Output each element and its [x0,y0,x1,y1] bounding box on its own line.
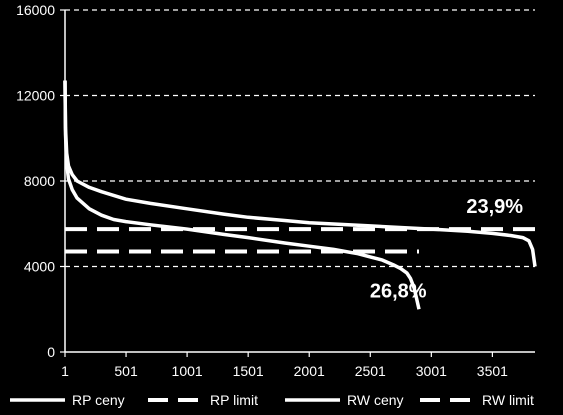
annotations: 23,9% 26,8% [370,196,523,302]
legend-label-rp-ceny: RP ceny [72,392,125,408]
x-tick-label: 501 [114,363,138,379]
series-line-rp-ceny [63,80,421,310]
grid [65,9,535,268]
x-tick-label: 3501 [477,363,508,379]
y-tick-label: 12000 [16,88,55,104]
y-tick-label: 8000 [24,173,55,189]
annotation-label: 26,8% [370,280,427,302]
series-group [63,80,537,310]
x-tick-label: 1001 [172,363,203,379]
x-tick-label: 2501 [355,363,386,379]
series-line-rw-ceny [63,80,537,267]
legend-label-rw-limit: RW limit [482,392,534,408]
annotation-label: 23,9% [466,196,523,218]
y-tick-label: 16000 [16,2,55,18]
legend-label-rp-limit: RP limit [210,392,258,408]
legend-label-rw-ceny: RW ceny [347,392,404,408]
y-tick-label: 0 [47,344,55,360]
x-tick-label: 2001 [294,363,325,379]
x-tick-label: 1 [61,363,69,379]
y-tick-label: 4000 [24,259,55,275]
x-tick-label: 1501 [233,363,264,379]
x-tick-label: 3001 [416,363,447,379]
legend: RP ceny RP limit RW ceny RW limit [10,392,534,408]
